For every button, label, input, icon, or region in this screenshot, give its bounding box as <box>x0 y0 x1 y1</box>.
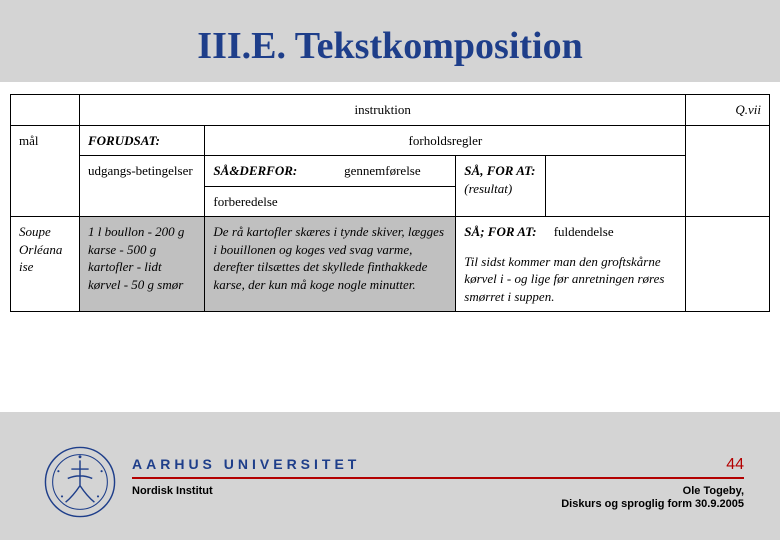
cell-empty-far-right <box>686 217 770 312</box>
cell-empty-mid <box>546 156 686 217</box>
cell-saaforat2: SÅ; FOR AT: <box>456 217 546 247</box>
cell-empty-right <box>686 125 770 217</box>
cell-qvii: Q.vii <box>686 95 770 126</box>
cell-step-end: Til sidst kommer man den groftskårne kør… <box>456 247 686 312</box>
cell-step-mid: De rå kartofler skæres i tynde skiver, l… <box>205 217 456 312</box>
page-number: 44 <box>726 456 744 474</box>
cell-saaforat: SÅ, FOR AT: (resultat) <box>456 156 546 217</box>
cell-recipe-name: Soupe Orléana ise <box>11 217 80 312</box>
cell-udgangsbetingelser: udgangs-betingelser <box>79 156 204 217</box>
institute-name: Nordisk Institut <box>132 485 213 513</box>
cell-gennemforelse: gennemførelse <box>309 156 455 187</box>
attribution: Ole Togeby, Diskurs og sproglig form 30.… <box>561 485 744 513</box>
university-name: AARHUS UNIVERSITET <box>132 456 726 472</box>
cell-forberedelse: forberedelse <box>205 186 456 217</box>
cell-empty <box>11 95 80 126</box>
cell-fuldendelse: fuldendelse <box>546 217 686 247</box>
university-seal-icon <box>44 446 116 518</box>
page-title: III.E. Tekstkomposition <box>0 24 780 68</box>
cell-maal: mål <box>11 125 80 217</box>
cell-instruktion: instruktion <box>79 95 685 126</box>
cell-saaderfor: SÅ&DERFOR: <box>205 156 310 187</box>
cell-forholdsregler: forholdsregler <box>205 125 686 156</box>
cell-forudsat: FORUDSAT: <box>79 125 204 156</box>
cell-ingredients: 1 l boullon - 200 g karse - 500 g kartof… <box>79 217 204 312</box>
composition-table: instruktion Q.vii mål FORUDSAT: forholds… <box>10 94 770 312</box>
